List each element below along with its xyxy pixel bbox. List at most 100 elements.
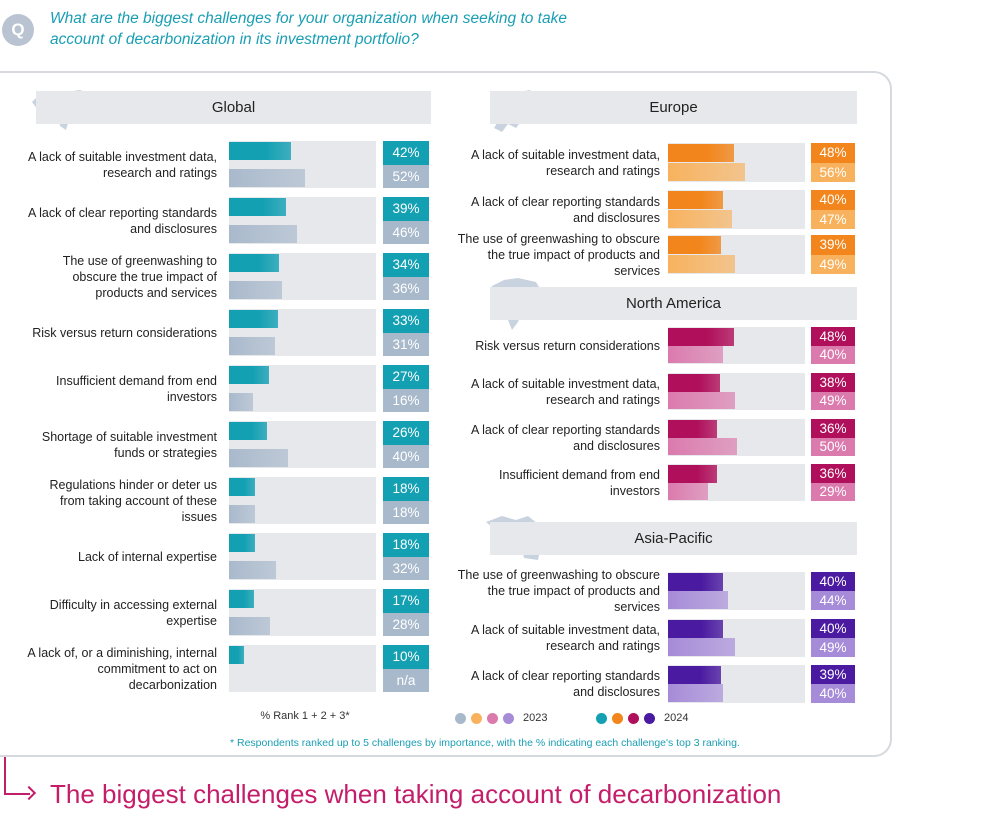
north-america-bar-2023 bbox=[668, 482, 708, 500]
europe-value-label-2024: 40% bbox=[811, 190, 855, 210]
europe-row-label: A lack of suitable investment data, rese… bbox=[471, 147, 660, 178]
global-value-label-2024: 26% bbox=[383, 421, 429, 445]
asia-pacific-row-label: A lack of clear reporting standards and … bbox=[471, 669, 660, 699]
global-bar-2023 bbox=[229, 337, 275, 355]
north-america-row-label: A lack of suitable investment data, rese… bbox=[471, 376, 660, 407]
question-text: What are the biggest challenges for your… bbox=[50, 10, 567, 48]
legend-dot-europe-2024 bbox=[612, 712, 623, 724]
north-america-row-label: Risk versus return considerations bbox=[475, 338, 660, 353]
legend-dot-asia-pacific-2024 bbox=[644, 712, 655, 724]
global-value-label-2023: 36% bbox=[383, 276, 429, 300]
page-title: The biggest challenges when taking accou… bbox=[50, 779, 782, 809]
legend-dot-north-america-2024 bbox=[628, 712, 639, 724]
global-bar-2024 bbox=[229, 478, 256, 496]
chart-frame bbox=[0, 71, 892, 757]
asia-pacific-bar-2023 bbox=[668, 684, 723, 702]
global-bar-2024 bbox=[229, 366, 269, 384]
global-value-label-2023: 46% bbox=[383, 220, 429, 244]
global-value-label-2024: 42% bbox=[383, 141, 429, 165]
north-america-value-label-2023: 29% bbox=[811, 482, 855, 501]
global-value-label-2023: 40% bbox=[383, 444, 429, 468]
legend-label-2023: 2023 bbox=[523, 712, 548, 724]
asia-pacific-bar-2024 bbox=[668, 666, 722, 684]
arrow-horizontal bbox=[4, 793, 30, 795]
global-value-label-2023: n/a bbox=[383, 668, 429, 692]
global-value-label-2024: 34% bbox=[383, 253, 429, 277]
global-bar-2023 bbox=[229, 281, 282, 299]
global-bar-2024 bbox=[229, 310, 278, 328]
global-value-label-2024: 33% bbox=[383, 309, 429, 333]
north-america-value-label-2024: 36% bbox=[811, 419, 855, 438]
north-america-bar-2024 bbox=[668, 465, 718, 483]
north-america-row-label: Insufficient demand from end investors bbox=[499, 467, 660, 498]
north-america-value-label-2024: 38% bbox=[811, 373, 855, 392]
asia-pacific-value-label-2023: 44% bbox=[811, 591, 855, 610]
europe-bar-2024 bbox=[668, 191, 723, 209]
global-bar-2023 bbox=[229, 561, 277, 579]
legend-2024: 2024 bbox=[596, 712, 688, 724]
asia-pacific-row-label: The use of greenwashing to obscure the t… bbox=[457, 568, 660, 614]
north-america-value-label-2023: 40% bbox=[811, 345, 855, 364]
rank-note: % Rank 1 + 2 + 3* bbox=[260, 710, 350, 722]
legend-dot-asia-pacific-2023 bbox=[503, 712, 514, 724]
legend-dot-europe-2023 bbox=[471, 712, 482, 724]
north-america-value-label-2024: 36% bbox=[811, 464, 855, 483]
asia-pacific-value-label-2024: 40% bbox=[811, 572, 855, 591]
europe-value-label-2024: 39% bbox=[811, 235, 855, 255]
global-bar-2023 bbox=[229, 449, 288, 467]
global-bar-2023 bbox=[229, 617, 271, 635]
europe-value-label-2023: 49% bbox=[811, 254, 855, 274]
asia-pacific-bar-2023 bbox=[668, 638, 736, 656]
asia-pacific-bar-2024 bbox=[668, 620, 723, 638]
global-value-label-2023: 31% bbox=[383, 332, 429, 356]
europe-bar-2023 bbox=[668, 210, 733, 228]
global-value-label-2023: 28% bbox=[383, 612, 429, 636]
north-america-region-header: North America bbox=[490, 287, 857, 320]
europe-row-label: The use of greenwashing to obscure the t… bbox=[457, 231, 660, 278]
global-value-label-2024: 18% bbox=[383, 477, 429, 501]
global-row-label: Difficulty in accessing external experti… bbox=[49, 597, 217, 628]
north-america-row-label: A lack of clear reporting standards and … bbox=[471, 422, 660, 453]
europe-row-label: A lack of clear reporting standards and … bbox=[471, 194, 660, 225]
legend-2023: 2023 bbox=[455, 712, 547, 724]
asia-pacific-value-label-2023: 40% bbox=[811, 684, 855, 703]
global-bar-2024 bbox=[229, 198, 287, 216]
global-bar-2023 bbox=[229, 225, 297, 243]
north-america-bar-2023 bbox=[668, 391, 736, 409]
asia-pacific-bar-2023 bbox=[668, 591, 729, 609]
europe-region-header: Europe bbox=[490, 91, 857, 124]
global-value-label-2024: 39% bbox=[383, 197, 429, 221]
legend-label-2024: 2024 bbox=[664, 712, 689, 724]
global-row-label: Insufficient demand from end investors bbox=[56, 373, 217, 404]
global-bar-2023 bbox=[229, 393, 253, 411]
europe-value-label-2024: 48% bbox=[811, 143, 855, 163]
global-row-label: Lack of internal expertise bbox=[78, 549, 217, 564]
europe-bar-2023 bbox=[668, 255, 736, 273]
europe-value-label-2023: 56% bbox=[811, 162, 855, 182]
arrow-right-icon bbox=[21, 785, 37, 801]
global-bar-background bbox=[229, 645, 376, 692]
north-america-value-label-2024: 48% bbox=[811, 327, 855, 346]
asia-pacific-value-label-2023: 49% bbox=[811, 638, 855, 657]
legend-dot-global-2024 bbox=[596, 712, 607, 724]
north-america-bar-2024 bbox=[668, 374, 721, 392]
global-value-label-2024: 10% bbox=[383, 645, 429, 669]
global-bar-2024 bbox=[229, 646, 244, 664]
legend-dot-north-america-2023 bbox=[487, 712, 498, 724]
global-row-label: A lack of suitable investment data, rese… bbox=[28, 149, 217, 180]
legend-dot-global-2023 bbox=[455, 712, 466, 724]
global-region-header: Global bbox=[36, 91, 431, 124]
global-bar-2024 bbox=[229, 142, 291, 160]
global-value-label-2024: 18% bbox=[383, 533, 429, 557]
north-america-bar-2024 bbox=[668, 420, 718, 438]
footnote: * Respondents ranked up to 5 challenges … bbox=[230, 737, 740, 749]
north-america-bar-2023 bbox=[668, 437, 737, 455]
north-america-value-label-2023: 49% bbox=[811, 391, 855, 410]
europe-bar-2023 bbox=[668, 163, 745, 181]
asia-pacific-value-label-2024: 40% bbox=[811, 619, 855, 638]
north-america-value-label-2023: 50% bbox=[811, 437, 855, 456]
global-bar-2024 bbox=[229, 590, 254, 608]
global-value-label-2024: 17% bbox=[383, 589, 429, 613]
global-row-label: Risk versus return considerations bbox=[32, 325, 217, 340]
global-value-label-2023: 18% bbox=[383, 500, 429, 524]
